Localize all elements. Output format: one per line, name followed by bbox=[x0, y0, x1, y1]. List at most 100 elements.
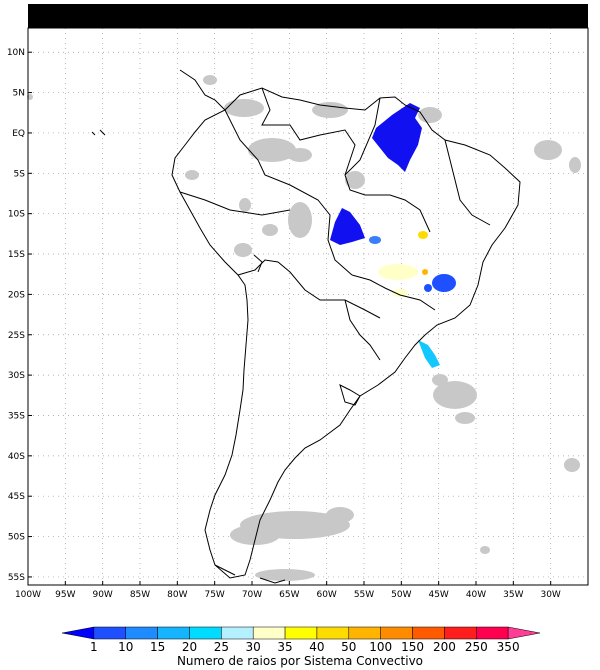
colorbar-swatch bbox=[476, 626, 509, 640]
cloud-patch bbox=[345, 171, 365, 189]
cloud-patch bbox=[288, 148, 312, 162]
cloud-patch bbox=[433, 381, 477, 409]
colorbar-swatch bbox=[348, 626, 381, 640]
lon-tick-label: 55W bbox=[354, 590, 374, 600]
colorbar-swatch bbox=[444, 626, 477, 640]
convective-systems bbox=[330, 103, 456, 368]
colorbar-label: 50 bbox=[341, 640, 356, 654]
lat-tick-label: 30S bbox=[8, 371, 25, 381]
lon-tick-label: 90W bbox=[92, 590, 112, 600]
cloud-patch bbox=[326, 507, 354, 523]
lon-tick-label: 80W bbox=[167, 590, 187, 600]
lat-tick-label: 5N bbox=[13, 89, 25, 99]
convective-cell bbox=[330, 208, 365, 245]
lake bbox=[253, 254, 263, 273]
colorbar-label: 250 bbox=[465, 640, 488, 654]
colorbar-label: 40 bbox=[309, 640, 324, 654]
convective-cell bbox=[418, 340, 440, 368]
lon-tick-label: 65W bbox=[279, 590, 299, 600]
map-header: CPTEC/INPE Data: 20090120 Hora: 0345 GMT bbox=[28, 4, 588, 73]
convective-cell bbox=[424, 284, 432, 292]
cloud-patch bbox=[255, 569, 315, 581]
lon-tick-label: 100W bbox=[15, 590, 41, 600]
cloud-patch bbox=[262, 224, 278, 236]
lat-tick-label: 40S bbox=[8, 452, 25, 462]
colorbar-swatch bbox=[221, 626, 254, 640]
colorbar-title: Numero de raios por Sistema Convectivo bbox=[176, 654, 424, 668]
colorbar-swatch bbox=[125, 626, 158, 640]
lat-tick-label: 45S bbox=[8, 492, 25, 502]
colorbar-label: 150 bbox=[401, 640, 424, 654]
cloud-patch bbox=[203, 75, 217, 85]
cloud-patch bbox=[185, 170, 199, 180]
border bbox=[344, 299, 381, 361]
colorbar-label: 35 bbox=[277, 640, 292, 654]
convective-cell bbox=[378, 264, 418, 280]
colorbar-swatch bbox=[61, 626, 95, 640]
lon-tick-label: 35W bbox=[503, 590, 523, 600]
lon-tick-label: 40W bbox=[466, 590, 486, 600]
colorbar-label: 20 bbox=[182, 640, 197, 654]
colorbar-swatch bbox=[284, 626, 318, 640]
cloud-patch bbox=[569, 157, 581, 173]
cloud-patch bbox=[288, 202, 312, 238]
convective-cell bbox=[422, 269, 428, 275]
datetime-label: Data: 20090120 Hora: 0345 GMT bbox=[212, 54, 492, 73]
lat-tick-label: 15S bbox=[8, 250, 25, 260]
colorbar-label: 1 bbox=[90, 640, 98, 654]
colorbar-label: 15 bbox=[150, 640, 165, 654]
lon-tick-label: 85W bbox=[130, 590, 150, 600]
cloud-patch bbox=[234, 243, 252, 257]
coastline bbox=[179, 69, 226, 111]
border bbox=[237, 259, 381, 319]
colorbar-swatch bbox=[316, 626, 350, 640]
coastlines bbox=[91, 69, 521, 584]
colorbar-swatch bbox=[412, 626, 445, 640]
border bbox=[444, 139, 491, 226]
convective-cell bbox=[418, 231, 428, 239]
cloud-patch bbox=[418, 107, 442, 123]
map-frame bbox=[27, 27, 589, 586]
lat-tick-label: 50S bbox=[8, 533, 25, 543]
source-label: CPTEC/INPE bbox=[36, 30, 133, 49]
coastline bbox=[214, 564, 286, 584]
lat-tick-label: 35S bbox=[8, 411, 25, 421]
colorbar-label: 30 bbox=[246, 640, 261, 654]
cloud-cover bbox=[27, 75, 581, 581]
south-america-coast bbox=[171, 87, 521, 579]
latitude-labels: 10N 5N EQ 5S 10S 15S 20S 25S 30S 35S 40S 45S 50S 55S bbox=[7, 48, 32, 583]
border bbox=[344, 97, 431, 233]
lon-tick-label: 45W bbox=[428, 590, 448, 600]
colorbar-swatch bbox=[507, 626, 541, 640]
convective-cell bbox=[392, 289, 408, 297]
colorbar: 1 10 15 20 25 30 35 40 50 100 150 200 250 350 bbox=[61, 626, 541, 654]
lon-tick-label: 50W bbox=[391, 590, 411, 600]
lat-tick-label: EQ bbox=[12, 129, 25, 139]
colorbar-label: 10 bbox=[118, 640, 133, 654]
lon-tick-label: 30W bbox=[540, 590, 560, 600]
cloud-patch bbox=[564, 458, 580, 472]
colorbar-swatch bbox=[157, 626, 190, 640]
border bbox=[224, 109, 353, 276]
border bbox=[351, 274, 436, 311]
colorbar-label: 200 bbox=[433, 640, 456, 654]
cloud-patch bbox=[230, 525, 280, 545]
convective-cell bbox=[432, 274, 456, 292]
coastline bbox=[91, 129, 106, 136]
cloud-patch bbox=[224, 99, 264, 117]
cloud-patch bbox=[455, 412, 475, 424]
cloud-patch bbox=[312, 102, 348, 118]
colorbar-swatch bbox=[189, 626, 222, 640]
colorbar-label: 100 bbox=[369, 640, 392, 654]
cloud-patch bbox=[248, 138, 296, 162]
colorbar-swatch bbox=[93, 626, 126, 640]
lon-tick-label: 70W bbox=[242, 590, 262, 600]
lat-tick-label: 25S bbox=[8, 331, 25, 341]
cloud-patch bbox=[239, 198, 251, 212]
lat-tick-label: 20S bbox=[8, 290, 25, 300]
border bbox=[179, 191, 291, 216]
colorbar-swatch bbox=[380, 626, 413, 640]
lat-tick-label: 10N bbox=[7, 48, 25, 58]
cloud-patch bbox=[432, 374, 448, 386]
